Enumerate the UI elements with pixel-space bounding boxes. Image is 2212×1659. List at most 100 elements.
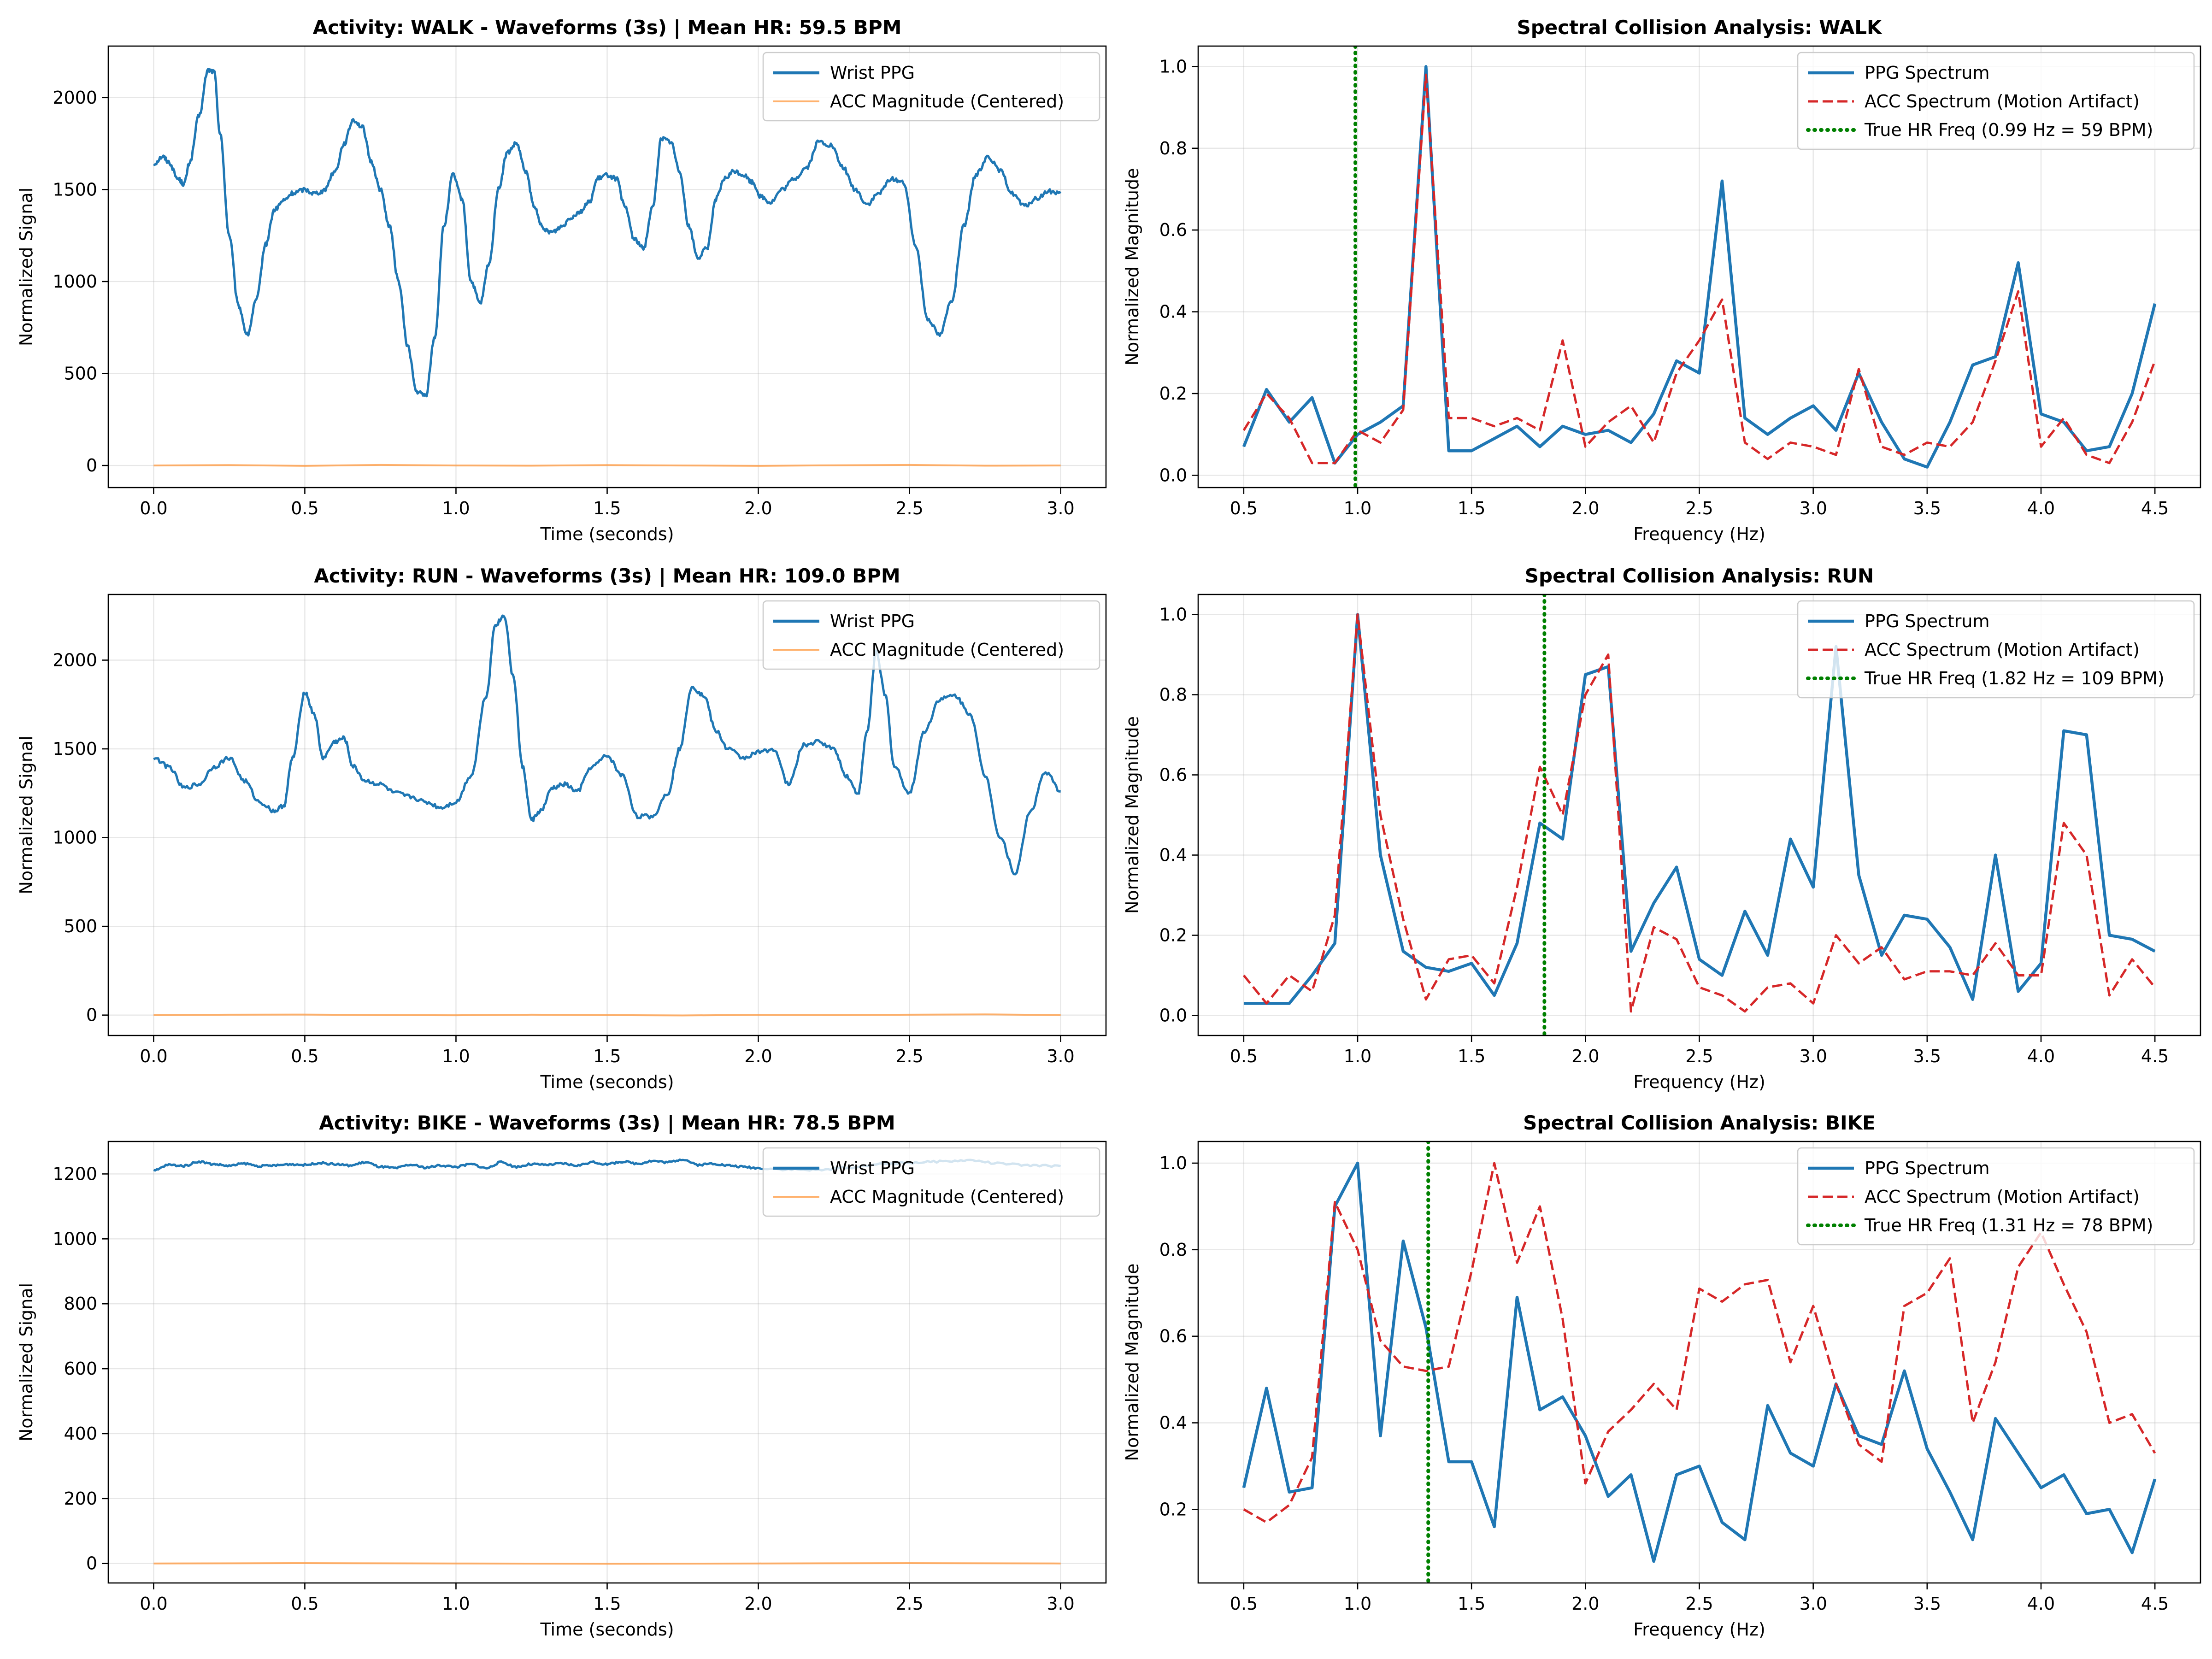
x-axis-label: Frequency (Hz)	[1633, 1619, 1765, 1640]
y-tick-label: 0.4	[1159, 1412, 1187, 1433]
legend: Wrist PPG ACC Magnitude (Centered)	[762, 52, 1100, 122]
y-tick-label: 500	[64, 916, 97, 936]
x-tick-label: 2.0	[1571, 498, 1599, 518]
x-tick-label: 1.5	[593, 498, 621, 518]
legend-entry-label: Wrist PPG	[830, 63, 915, 83]
x-tick-label: 1.5	[1458, 1594, 1485, 1614]
legend-box	[762, 52, 1100, 122]
series-group	[153, 68, 1062, 467]
chart-title: Activity: BIKE - Waveforms (3s) | Mean H…	[319, 1112, 895, 1134]
legend-entry-label: PPG Spectrum	[1865, 1158, 1990, 1178]
series-group	[153, 614, 1061, 1017]
legend-entry-label: PPG Spectrum	[1865, 63, 1990, 83]
y-tick-label: 0.2	[1159, 925, 1187, 946]
x-tick-label: 3.5	[1913, 498, 1941, 518]
legend-box	[762, 1147, 1100, 1217]
y-tick-label: 0	[86, 1553, 97, 1574]
x-axis-label: Frequency (Hz)	[1633, 524, 1765, 544]
legend-entry-label: ACC Spectrum (Motion Artifact)	[1865, 640, 2140, 660]
y-tick-label: 0.6	[1159, 220, 1187, 240]
x-tick-label: 0.0	[140, 498, 167, 518]
y-axis-label: Normalized Magnitude	[1122, 168, 1142, 366]
series-line-1	[1242, 1161, 2157, 1563]
series-line-1	[1242, 65, 2157, 469]
x-tick-label: 3.5	[1913, 1046, 1941, 1066]
y-tick-label: 0	[86, 1005, 97, 1025]
x-tick-label: 1.5	[593, 1046, 621, 1066]
series-group	[1242, 594, 2156, 1035]
x-tick-label: 2.5	[895, 1046, 923, 1066]
x-tick-label: 0.5	[291, 1046, 318, 1066]
x-tick-label: 1.0	[442, 1046, 470, 1066]
series-group	[1242, 1141, 2157, 1583]
x-tick-label: 3.0	[1047, 498, 1074, 518]
y-tick-label: 800	[64, 1294, 97, 1314]
x-tick-label: 0.5	[1230, 498, 1258, 518]
legend-box	[1797, 52, 2195, 150]
chart-run-wave: 0.0 0.5 1.0 1.5 2.0 2.5 3.0 0 500 1000 1500 2000 Act…	[16, 565, 1107, 1092]
chart-title: Spectral Collision Analysis: WALK	[1517, 16, 1883, 39]
legend-entry-label: PPG Spectrum	[1865, 611, 1990, 631]
y-tick-label: 0.6	[1159, 1326, 1187, 1347]
legend-entry-label: ACC Magnitude (Centered)	[830, 1187, 1064, 1207]
y-tick-label: 0.0	[1159, 1006, 1187, 1026]
series-group	[1242, 46, 2157, 488]
chart-bike-spec: 0.5 1.0 1.5 2.0 2.5 3.0 3.5 4.0 4.5 0.2 0.4 0.6 0.8 1…	[1122, 1112, 2201, 1640]
x-tick-label: 4.5	[2141, 1594, 2169, 1614]
legend: Wrist PPG ACC Magnitude (Centered)	[762, 600, 1100, 670]
legend: PPG Spectrum ACC Spectrum (Motion Artifac…	[1797, 1147, 2195, 1246]
x-tick-label: 1.0	[1344, 1594, 1371, 1614]
x-tick-label: 4.0	[2027, 498, 2055, 518]
x-tick-label: 1.5	[1458, 498, 1485, 518]
x-tick-label: 1.5	[593, 1594, 621, 1614]
x-tick-label: 2.5	[1685, 498, 1713, 518]
y-axis-label: Normalized Magnitude	[1122, 716, 1142, 914]
legend-entry-label: True HR Freq (0.99 Hz = 59 BPM)	[1864, 120, 2153, 140]
legend-entry-label: True HR Freq (1.82 Hz = 109 BPM)	[1864, 668, 2165, 688]
y-tick-label: 0.8	[1159, 138, 1187, 159]
y-axis-label: Normalized Signal	[16, 188, 36, 346]
x-tick-label: 2.0	[744, 498, 772, 518]
y-tick-label: 1000	[53, 271, 97, 292]
x-tick-label: 4.5	[2141, 498, 2169, 518]
y-tick-label: 1200	[53, 1164, 97, 1184]
y-axis-label: Normalized Signal	[16, 735, 36, 894]
y-tick-label: 1500	[53, 739, 97, 759]
legend-entry-label: ACC Spectrum (Motion Artifact)	[1865, 1187, 2140, 1207]
legend-box	[1797, 1147, 2195, 1246]
x-tick-label: 0.5	[1230, 1046, 1258, 1066]
chart-walk-spec: 0.5 1.0 1.5 2.0 2.5 3.0 3.5 4.0 4.5 0.0 0.2 0.4 0.6 0…	[1122, 16, 2201, 544]
y-tick-label: 0.2	[1159, 383, 1187, 404]
x-tick-label: 2.0	[1571, 1594, 1599, 1614]
y-tick-label: 2000	[53, 650, 97, 670]
x-tick-label: 4.0	[2027, 1046, 2055, 1066]
y-axis-label: Normalized Magnitude	[1122, 1264, 1142, 1461]
y-tick-label: 1500	[53, 179, 97, 200]
y-tick-label: 600	[64, 1359, 97, 1379]
x-tick-label: 4.5	[2141, 1046, 2169, 1066]
x-tick-label: 3.0	[1799, 498, 1827, 518]
x-tick-label: 4.0	[2027, 1594, 2055, 1614]
legend-entry-label: True HR Freq (1.31 Hz = 78 BPM)	[1864, 1215, 2153, 1235]
x-axis-label: Time (seconds)	[540, 1072, 674, 1092]
chart-run-spec: 0.5 1.0 1.5 2.0 2.5 3.0 3.5 4.0 4.5 0.0 0.2 0.4 0.6 0…	[1122, 565, 2201, 1092]
y-tick-label: 0	[86, 455, 97, 476]
y-axis-label: Normalized Signal	[16, 1283, 36, 1441]
chart-title: Activity: RUN - Waveforms (3s) | Mean HR…	[314, 565, 900, 587]
x-tick-label: 1.0	[1344, 1046, 1371, 1066]
x-tick-label: 2.5	[1685, 1594, 1713, 1614]
x-tick-label: 1.0	[442, 498, 470, 518]
y-tick-label: 0.8	[1159, 685, 1187, 705]
chart-title: Spectral Collision Analysis: RUN	[1525, 565, 1874, 587]
legend-entry-label: Wrist PPG	[830, 611, 915, 631]
series-line-1	[1243, 613, 2156, 1005]
x-tick-label: 0.0	[140, 1594, 167, 1614]
legend: PPG Spectrum ACC Spectrum (Motion Artifac…	[1797, 600, 2195, 699]
y-tick-label: 0.8	[1159, 1240, 1187, 1260]
legend-box	[762, 600, 1100, 670]
x-tick-label: 2.5	[895, 1594, 923, 1614]
legend: Wrist PPG ACC Magnitude (Centered)	[762, 1147, 1100, 1217]
series-line-1	[153, 68, 1062, 398]
y-tick-label: 1.0	[1159, 1153, 1187, 1173]
